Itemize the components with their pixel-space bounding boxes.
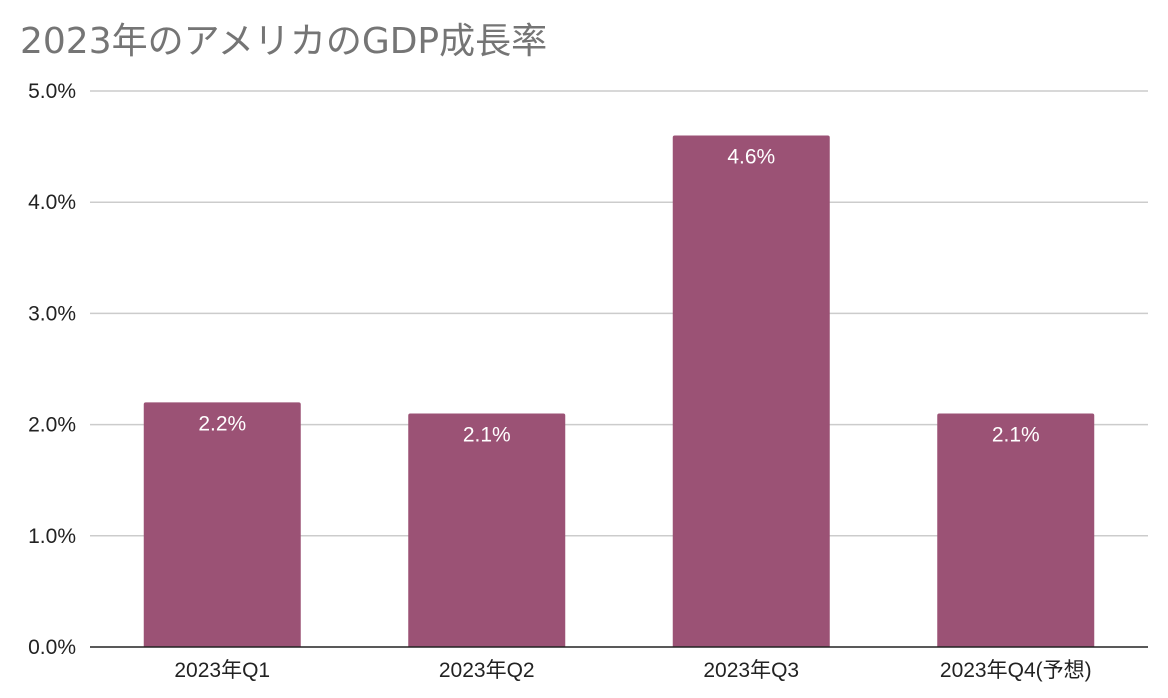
y-tick-label: 0.0%	[28, 636, 76, 659]
x-category-label: 2023年Q2	[439, 659, 535, 682]
bar	[937, 413, 1095, 647]
x-category-label: 2023年Q4(予想)	[940, 659, 1092, 682]
y-tick-label: 2.0%	[28, 414, 76, 437]
data-label: 2.1%	[992, 423, 1040, 446]
x-category-label: 2023年Q1	[174, 659, 270, 682]
y-tick-label: 3.0%	[28, 302, 76, 325]
data-label: 4.6%	[727, 145, 775, 168]
data-labels: 2.2% 2.1% 4.6% 2.1%	[198, 145, 1039, 446]
bars	[143, 135, 1095, 648]
x-axis-categories: 2023年Q1 2023年Q2 2023年Q3 2023年Q4(予想)	[174, 659, 1091, 682]
x-category-label: 2023年Q3	[703, 659, 799, 682]
y-tick-label: 4.0%	[28, 191, 76, 214]
chart-title: 2023年のアメリカのGDP成長率	[20, 21, 548, 62]
y-axis-ticks: 0.0% 1.0% 2.0% 3.0% 4.0% 5.0%	[28, 80, 76, 659]
data-label: 2.2%	[198, 412, 246, 435]
data-label: 2.1%	[463, 423, 511, 446]
y-tick-label: 5.0%	[28, 80, 76, 103]
bar	[408, 413, 566, 647]
bar	[672, 135, 830, 648]
bar	[143, 402, 301, 647]
y-tick-label: 1.0%	[28, 525, 76, 548]
